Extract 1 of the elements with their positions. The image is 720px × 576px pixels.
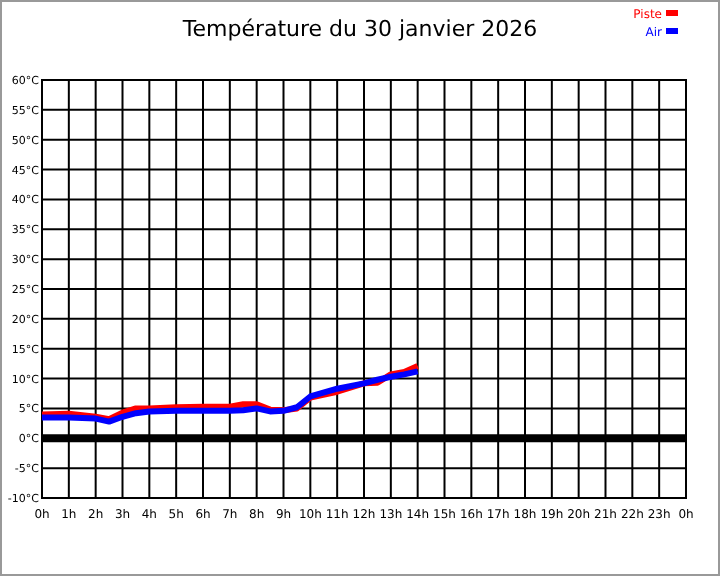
chart-title: Température du 30 janvier 2026 xyxy=(180,16,538,42)
